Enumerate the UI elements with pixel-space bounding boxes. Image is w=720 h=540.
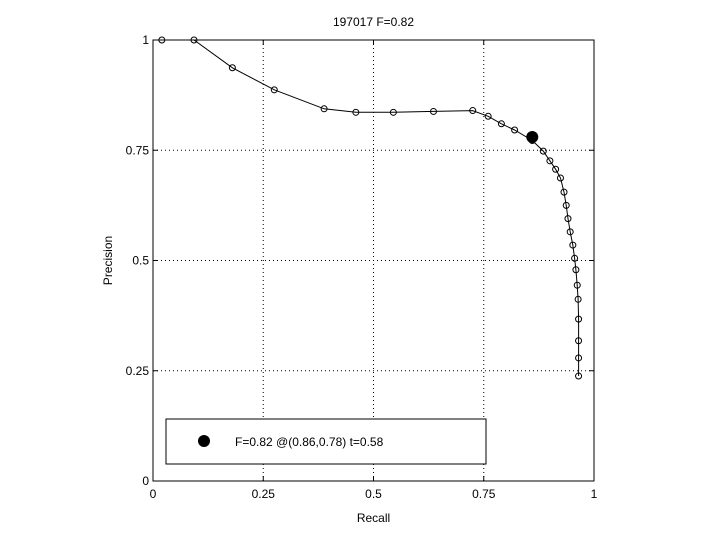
pr-point bbox=[228, 64, 236, 72]
best-point bbox=[526, 131, 539, 144]
x-tick-label: 0.5 bbox=[365, 487, 382, 501]
legend-box bbox=[165, 418, 487, 465]
pr-point bbox=[552, 165, 560, 173]
pr-point bbox=[572, 266, 580, 274]
pr-point bbox=[497, 120, 505, 128]
pr-curve bbox=[158, 36, 583, 380]
pr-point bbox=[511, 126, 519, 134]
x-tick-label: 0.25 bbox=[252, 487, 276, 501]
pr-point bbox=[484, 112, 492, 120]
pr-point bbox=[389, 108, 397, 116]
pr-point bbox=[575, 315, 583, 323]
pr-point bbox=[566, 228, 574, 236]
pr-point bbox=[469, 107, 477, 115]
pr-point bbox=[560, 188, 568, 196]
y-axis-label: Precision bbox=[101, 236, 115, 285]
pr-point bbox=[575, 337, 583, 345]
x-tick-label: 0.75 bbox=[472, 487, 496, 501]
pr-point bbox=[539, 147, 547, 155]
y-tick-label: 0 bbox=[142, 474, 149, 488]
y-tick-label: 1 bbox=[142, 33, 149, 47]
pr-point bbox=[571, 254, 579, 262]
legend-marker bbox=[198, 435, 210, 447]
pr-point bbox=[573, 281, 581, 289]
y-tick-label: 0.25 bbox=[126, 364, 150, 378]
y-tick-label: 0.75 bbox=[126, 143, 150, 157]
y-tick-label: 0.5 bbox=[132, 254, 149, 268]
legend: F=0.82 @(0.86,0.78) t=0.58 bbox=[165, 418, 487, 465]
pr-point bbox=[190, 36, 198, 44]
pr-point bbox=[556, 174, 564, 182]
chart-title: 197017 F=0.82 bbox=[333, 15, 414, 29]
pr-point bbox=[574, 295, 582, 303]
best-point-marker bbox=[526, 131, 539, 144]
pr-point bbox=[158, 36, 166, 44]
x-tick-label: 0 bbox=[150, 487, 157, 501]
axis-ticks: 0 0.25 0.5 0.75 1 0 0.25 0.5 0.75 1 bbox=[126, 33, 598, 501]
pr-curve-line bbox=[161, 39, 580, 376]
pr-point bbox=[320, 105, 328, 113]
pr-point bbox=[352, 108, 360, 116]
pr-point bbox=[562, 201, 570, 209]
pr-point bbox=[575, 372, 583, 380]
x-axis-label: Recall bbox=[357, 511, 390, 525]
pr-point bbox=[270, 86, 278, 94]
pr-point bbox=[569, 241, 577, 249]
pr-point bbox=[575, 354, 583, 362]
legend-text: F=0.82 @(0.86,0.78) t=0.58 bbox=[235, 435, 384, 449]
pr-point bbox=[564, 215, 572, 223]
grid bbox=[153, 40, 594, 481]
x-tick-label: 1 bbox=[591, 487, 598, 501]
pr-point bbox=[429, 107, 437, 115]
pr-point bbox=[546, 157, 554, 165]
